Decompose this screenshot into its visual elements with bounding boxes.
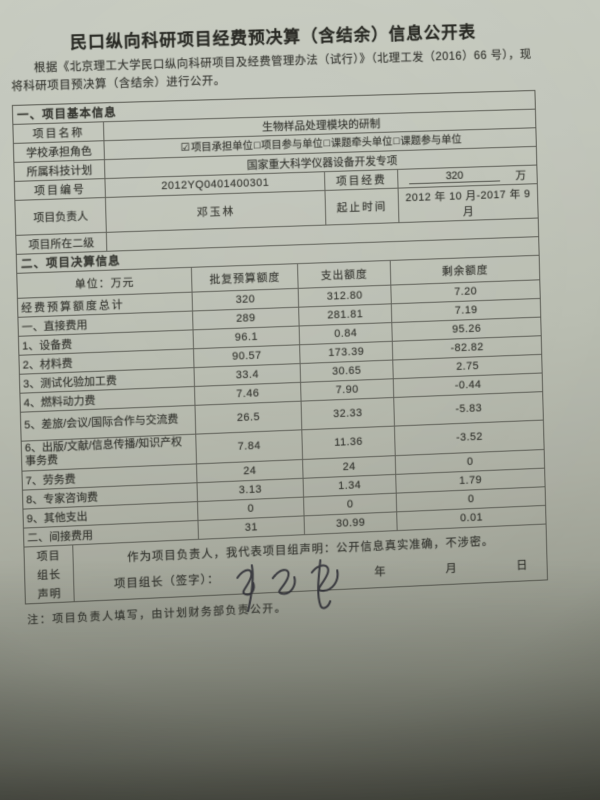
intro-paragraph: 根据《北京理工大学民口纵向科研项目及经费管理办法（试行）》（北理工发（2016）… (11, 48, 532, 93)
signature-label: 项目组长（签字）： (113, 573, 220, 591)
project-leader-label: 项目负责人 (33, 210, 89, 224)
role-option-label: 课题参与单位 (400, 133, 462, 148)
checkbox-unchecked-icon: □ (393, 134, 400, 147)
role-option-label: 项目参与单位 (260, 137, 323, 152)
form-table: 一、项目基本信息 项目名称 生物样品处理模块的研制 学校承担角色 ☑ 项目承担单位… (11, 89, 548, 605)
role-option-label: 课题牵头单位 (330, 135, 393, 150)
paper-sheet: 民口纵向科研项目经费预决算（含结余）信息公开表 根据《北京理工大学民口纵向科研项… (10, 20, 549, 627)
spent-cell: 7.90 (300, 378, 394, 401)
spent-cell: 0.84 (298, 322, 392, 344)
science-plan-label: 所属科技计划 (26, 164, 93, 179)
project-budget-amount: 320 (408, 168, 501, 185)
spent-cell: 32.33 (300, 397, 394, 429)
role-option-label: 项目承担单位 (190, 139, 254, 154)
spent-cell: 173.39 (299, 341, 393, 363)
project-period-label: 起止时间 (324, 188, 399, 225)
spent-cell: 312.80 (297, 285, 391, 307)
budget-cell: 7.84 (195, 429, 303, 464)
spent-cell: 281.81 (298, 303, 392, 326)
date-fields: 年 月 日 (374, 557, 527, 580)
project-period-value: 2012 年 10 月-2017 年 9 月 (397, 183, 538, 222)
year-label: 年 (374, 566, 386, 579)
checkbox-unchecked-icon: □ (253, 139, 261, 152)
month-label: 月 (445, 563, 457, 576)
budget-cell: 26.5 (194, 401, 302, 434)
project-budget-unit: 万 (515, 169, 527, 182)
project-code-label: 项目编号 (33, 183, 86, 197)
day-label: 日 (516, 559, 528, 573)
spent-cell: 30.65 (299, 360, 393, 382)
declaration-side-label: 项目 组长 声明 (36, 550, 62, 602)
school-role-label: 学校承担角色 (25, 145, 92, 160)
col-header-spent: 支出额度 (297, 260, 391, 288)
checkbox-unchecked-icon: □ (323, 137, 331, 150)
checkbox-checked-icon: ☑ (180, 141, 191, 154)
project-budget-label: 项目经费 (323, 169, 398, 190)
spent-cell: 11.36 (301, 426, 395, 460)
col-header-budget: 批复预算额度 (190, 263, 298, 292)
project-name-label: 项目名称 (32, 126, 85, 140)
project-dept-label: 项目所在二级 (28, 236, 95, 252)
